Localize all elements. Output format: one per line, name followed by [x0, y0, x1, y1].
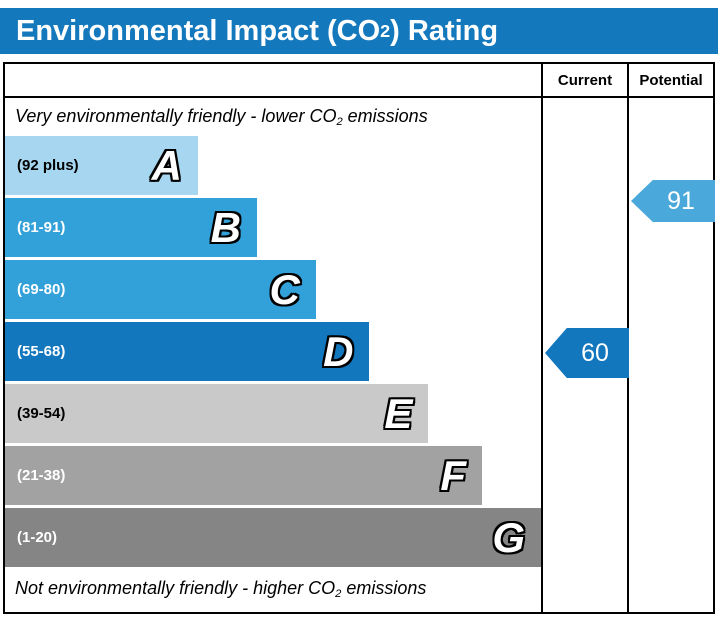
rating-chart-column: Very environmentally friendly - lower CO… [5, 64, 541, 612]
band-row: (39-54) E [5, 384, 541, 446]
band-bar: (81-91) B [5, 198, 257, 257]
top-caption: Very environmentally friendly - lower CO… [15, 106, 428, 128]
potential-header: Potential [629, 64, 713, 98]
current-header: Current [543, 64, 627, 98]
band-row: (92 plus) A [5, 136, 541, 198]
band-row: (1-20) G [5, 508, 541, 570]
page-title: Environmental Impact (CO 2) Rating [0, 8, 718, 54]
band-row: (81-91) B [5, 198, 541, 260]
band-range-label: (69-80) [17, 281, 66, 298]
band-letter: F [440, 451, 467, 499]
band-letter: C [269, 265, 300, 313]
band-letter: G [492, 513, 525, 561]
band-row: (69-80) C [5, 260, 541, 322]
rating-table: Very environmentally friendly - lower CO… [3, 62, 715, 614]
bands: (92 plus) A (81-91) B (69-80) C (55-68) … [5, 136, 541, 570]
bottom-caption: Not environmentally friendly - higher CO… [15, 578, 427, 600]
title-text-pre: Environmental Impact (CO [16, 14, 381, 47]
band-letter: A [151, 141, 182, 189]
band-bar: (69-80) C [5, 260, 316, 319]
band-letter: D [323, 327, 354, 375]
band-bar: (92 plus) A [5, 136, 198, 195]
band-row: (55-68) D [5, 322, 541, 384]
band-range-label: (21-38) [17, 467, 66, 484]
band-range-label: (81-91) [17, 219, 66, 236]
current-column: Current [541, 64, 627, 612]
band-bar: (55-68) D [5, 322, 370, 381]
band-range-label: (55-68) [17, 343, 66, 360]
title-text-post: ) Rating [390, 14, 499, 47]
potential-rating-value: 91 [667, 186, 695, 215]
current-rating-value: 60 [581, 338, 609, 367]
band-row: (21-38) F [5, 446, 541, 508]
title-subscript: 2 [380, 20, 391, 41]
band-bar: (1-20) G [5, 508, 541, 567]
band-letter: E [384, 389, 413, 437]
band-range-label: (39-54) [17, 405, 66, 422]
band-range-label: (92 plus) [17, 157, 79, 174]
main-header-cell [5, 64, 541, 98]
potential-column: Potential [627, 64, 713, 612]
band-range-label: (1-20) [17, 529, 58, 546]
band-bar: (21-38) F [5, 446, 483, 505]
band-bar: (39-54) E [5, 384, 429, 443]
band-letter: B [210, 203, 241, 251]
